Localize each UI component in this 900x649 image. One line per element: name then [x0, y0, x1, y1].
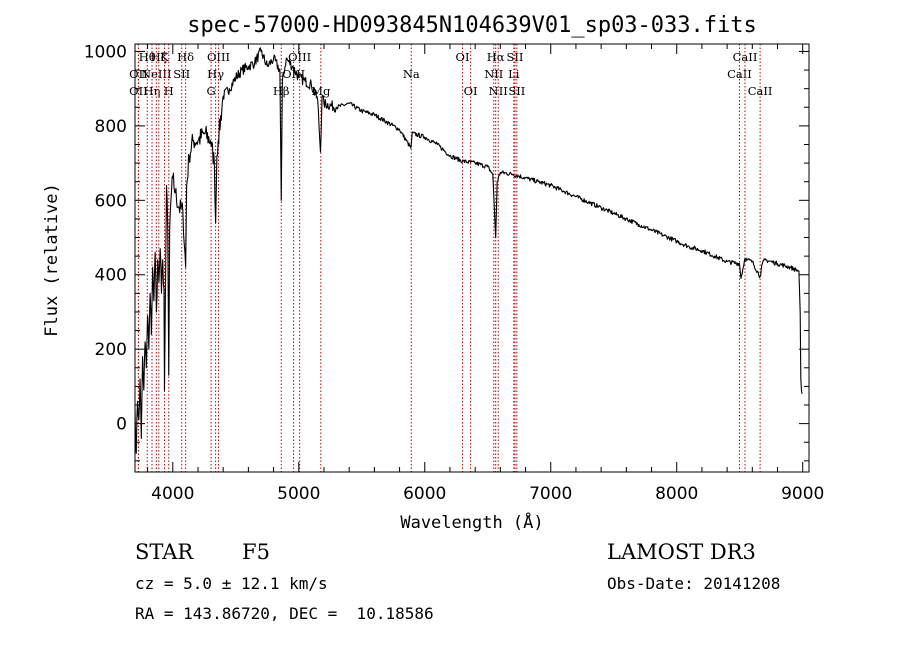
spectral-line-label: OII: [129, 84, 148, 98]
spectral-line-label: OIII: [282, 67, 305, 81]
y-tick-label: 200: [95, 340, 127, 360]
observation-date: Obs-Date: 20141208: [607, 574, 781, 593]
x-axis-label: Wavelength (Å): [400, 511, 543, 533]
spectral-line-label: SII: [173, 67, 190, 81]
spectral-line-label: OI: [464, 84, 478, 98]
object-class: STAR: [135, 540, 194, 564]
spectral-line-label: OII: [129, 67, 148, 81]
spectral-line-label: K: [160, 50, 169, 64]
y-axis-label: Flux (relative): [42, 183, 62, 337]
y-tick-label: 600: [95, 191, 127, 211]
spectral-line-label: H: [164, 84, 174, 98]
flux-series-line: [134, 47, 803, 454]
spectral-line-label: Hβ: [273, 84, 290, 98]
spectral-lines-layer: OII OII Hθ Hη NeIII HζK H SII Hδ G Hγ OIII Hβ OIII OII…: [129, 44, 772, 472]
x-tick-label: 8000: [655, 484, 698, 504]
spectral-line-label: Li: [508, 67, 520, 81]
y-tick-label: 400: [95, 266, 127, 286]
x-tick-label: 6000: [403, 484, 446, 504]
chart-title: spec-57000-HD093845N104639V01_sp03-033.f…: [187, 13, 757, 38]
spectral-line-label: SII: [508, 84, 525, 98]
y-tick-label: 0: [116, 415, 127, 435]
spectral-line-label: OIII: [288, 50, 311, 64]
spectral-line-label: CaII: [748, 84, 773, 98]
plot-frame: [134, 43, 810, 473]
spectral-line-label: CaII: [727, 67, 752, 81]
series-layer: [134, 47, 803, 454]
spectral-line-label: CaII: [733, 50, 758, 64]
y-tick-label: 1000: [84, 42, 127, 62]
survey-name: LAMOST DR3: [607, 540, 756, 564]
spectral-line-label: Hθ: [139, 50, 156, 64]
spectral-line-label: Hα: [487, 50, 505, 64]
spectral-line-label: OI: [456, 50, 470, 64]
spectral-line-label: NeIII: [141, 67, 172, 81]
x-tick-label: 7000: [529, 484, 572, 504]
x-tick-label: 4000: [151, 484, 194, 504]
spectral-line-label: SII: [506, 50, 523, 64]
x-tick-label: 9000: [781, 484, 824, 504]
spectral-line-label: OIII: [207, 50, 230, 64]
spectral-line-label: Na: [403, 67, 420, 81]
redshift-velocity: cz = 5.0 ± 12.1 km/s: [135, 574, 328, 593]
object-subclass: F5: [242, 540, 270, 564]
spectral-line-label: Hζ: [151, 50, 167, 64]
axes-layer: 4000 5000 6000 7000 8000 9000 0 200 400 600 800 100…: [84, 42, 825, 504]
spectral-line-label: Hγ: [207, 67, 224, 81]
spectral-line-label: Hδ: [177, 50, 194, 64]
spectral-line-label: G: [206, 84, 215, 98]
coordinates: RA = 143.86720, DEC = 10.18586: [135, 604, 434, 623]
x-tick-label: 5000: [277, 484, 320, 504]
spectral-line-label: Hη: [144, 84, 161, 98]
spectral-line-label: NII: [489, 84, 508, 98]
y-tick-label: 800: [95, 117, 127, 137]
spectral-line-label: NII: [484, 67, 503, 81]
